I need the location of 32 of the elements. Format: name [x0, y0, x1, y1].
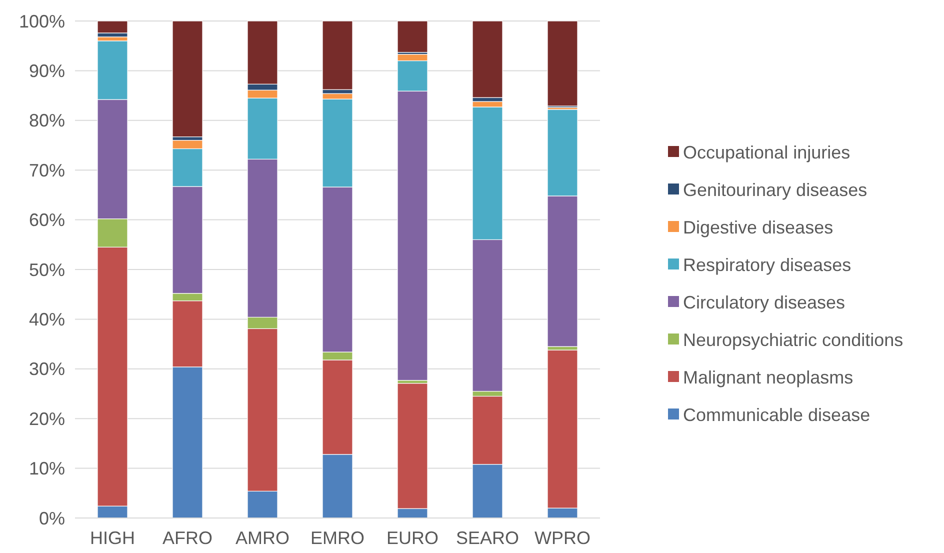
- legend-label: Communicable disease: [683, 404, 870, 425]
- y-tick-label: 30%: [28, 359, 65, 380]
- x-tick-label: EMRO: [310, 528, 364, 548]
- y-tick-label: 20%: [28, 408, 65, 429]
- legend-label: Digestive diseases: [683, 217, 834, 238]
- y-tick-label: 70%: [28, 160, 65, 180]
- x-tick-label: WPRO: [534, 528, 590, 548]
- bar: [547, 20, 578, 106]
- y-tick-label: 0%: [38, 508, 65, 528]
- y-tick-label: 10%: [28, 458, 65, 479]
- x-tick-label: AMRO: [236, 528, 290, 548]
- bar: [397, 20, 428, 53]
- legend-label: Malignant neoplasms: [683, 367, 854, 388]
- legend-label: Circulatory diseases: [683, 292, 846, 312]
- legend-label: Occupational injuries: [683, 142, 850, 162]
- bar: [97, 20, 128, 34]
- y-tick-label: 40%: [28, 310, 65, 330]
- bar: [472, 20, 503, 98]
- bar: [172, 20, 203, 138]
- y-tick-label: 60%: [28, 210, 65, 230]
- x-tick-label: SEARO: [456, 528, 520, 548]
- y-tick-label: 50%: [28, 260, 65, 280]
- y-tick-label: 100%: [18, 11, 65, 32]
- x-tick-label: AFRO: [162, 528, 213, 548]
- bar: [322, 20, 353, 90]
- legend-label: Respiratory diseases: [683, 254, 852, 275]
- x-tick-label: EURO: [386, 528, 439, 548]
- y-tick-label: 80%: [28, 110, 65, 131]
- x-tick-label: HIGH: [90, 528, 135, 548]
- legend-label: Neuropsychiatric conditions: [683, 330, 904, 350]
- y-tick-label: 90%: [28, 61, 65, 81]
- legend-label: Genitourinary diseases: [683, 180, 868, 200]
